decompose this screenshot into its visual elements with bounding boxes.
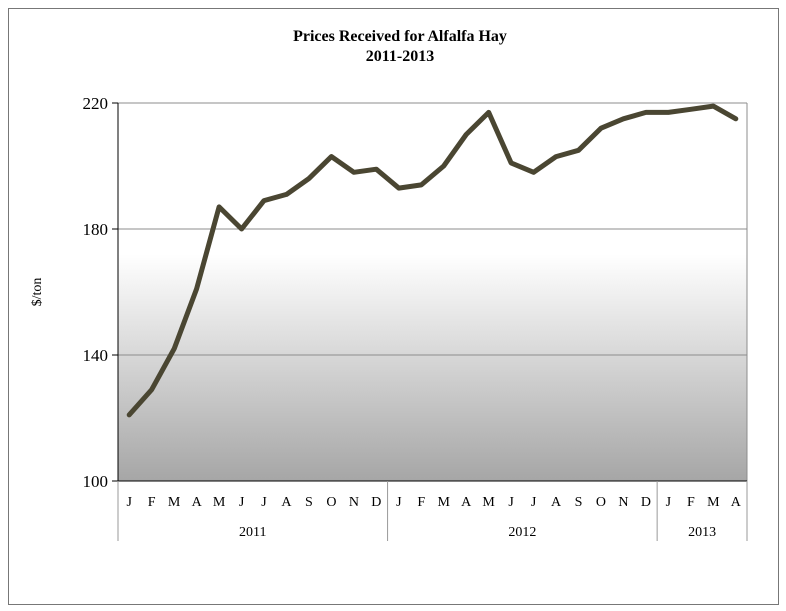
chart-subtitle: 2011-2013 (366, 48, 434, 65)
year-label: 2011 (239, 525, 266, 540)
x-tick-label: A (461, 495, 472, 510)
grid-lines (118, 102, 748, 481)
year-label: 2013 (688, 525, 716, 540)
x-tick-label: A (281, 495, 292, 510)
x-tick-label: D (641, 495, 651, 510)
x-tick-label: S (305, 495, 313, 510)
line-chart: Prices Received for Alfalfa Hay 2011-201… (30, 28, 748, 541)
x-tick-label: J (239, 495, 245, 510)
x-tick-label: S (575, 495, 583, 510)
x-tick-label: J (531, 495, 537, 510)
x-tick-label: J (127, 495, 133, 510)
x-tick-label: J (261, 495, 267, 510)
x-tick-label: J (508, 495, 514, 510)
chart-frame: Prices Received for Alfalfa Hay 2011-201… (8, 8, 779, 605)
y-tick-label: 140 (83, 346, 109, 365)
x-tick-label: O (596, 495, 606, 510)
series-layer (126, 103, 739, 418)
y-tick-label: 100 (83, 472, 109, 491)
chart-title: Prices Received for Alfalfa Hay (293, 28, 507, 45)
y-tick-label: 180 (83, 220, 109, 239)
x-tick-label: M (707, 495, 720, 510)
x-tick-label: F (148, 495, 156, 510)
x-tick-label: J (396, 495, 402, 510)
x-tick-label: M (482, 495, 495, 510)
y-axis-label: $/ton (30, 278, 45, 307)
x-tick-label: A (731, 495, 742, 510)
axes (117, 103, 747, 482)
x-tick-label: M (168, 495, 181, 510)
plot-area (118, 103, 747, 481)
x-tick-label: O (326, 495, 336, 510)
x-tick-label: A (192, 495, 203, 510)
x-tick-label: N (618, 495, 628, 510)
x-tick-label: D (371, 495, 381, 510)
x-tick-label: M (213, 495, 226, 510)
series-line-0 (126, 103, 739, 418)
x-tick-label: F (687, 495, 695, 510)
x-tick-label: N (349, 495, 359, 510)
x-tick-label: A (551, 495, 562, 510)
x-tick-label: M (438, 495, 451, 510)
year-label: 2012 (508, 525, 536, 540)
y-axis-ticks: 100 140 180 220 (83, 94, 118, 491)
y-tick-label: 220 (83, 94, 109, 113)
x-tick-label: J (666, 495, 672, 510)
year-labels: 2011 2012 2013 (117, 481, 748, 541)
x-tick-label: F (417, 495, 425, 510)
